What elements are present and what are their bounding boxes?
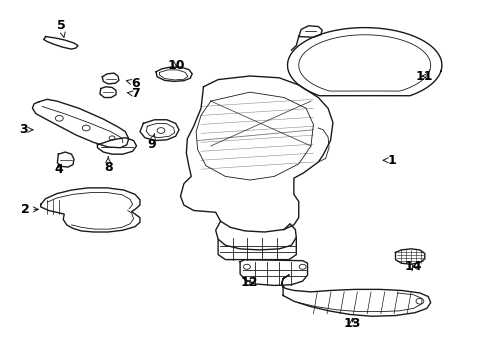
Text: 11: 11 <box>416 69 433 82</box>
Text: 5: 5 <box>57 19 66 37</box>
Text: 7: 7 <box>127 87 140 100</box>
Text: 12: 12 <box>240 276 258 289</box>
Text: 14: 14 <box>404 260 422 273</box>
Text: 6: 6 <box>126 77 140 90</box>
Text: 3: 3 <box>19 123 33 136</box>
Text: 13: 13 <box>344 317 361 330</box>
Text: 8: 8 <box>104 157 113 174</box>
Text: 10: 10 <box>168 59 185 72</box>
Text: 1: 1 <box>383 154 396 167</box>
Text: 4: 4 <box>54 163 63 176</box>
Text: 9: 9 <box>147 134 156 150</box>
Text: 2: 2 <box>21 203 38 216</box>
